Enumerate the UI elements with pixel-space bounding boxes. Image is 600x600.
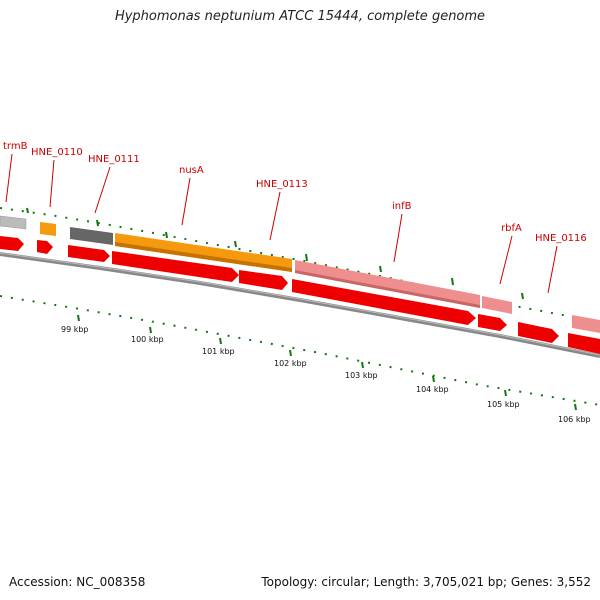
outer-major-tick (451, 277, 454, 286)
gene-leader-lines (5, 153, 558, 294)
inner-major-tick (432, 375, 435, 383)
kbp-label: 100 kbp (131, 335, 164, 344)
trmb-leader (5, 153, 13, 203)
gene-label-infb[interactable]: infB (392, 201, 412, 212)
rbfa-leader (499, 235, 513, 285)
accession-text: Accession: NC_008358 (9, 575, 146, 589)
hne-0116-feature[interactable] (572, 315, 600, 333)
hne-0110-feature[interactable] (40, 222, 56, 236)
kbp-label: 101 kbp (202, 347, 235, 356)
cds-arrow[interactable] (518, 322, 559, 343)
hne-0111-leader (94, 166, 111, 214)
inner-major-tick (574, 403, 577, 411)
gene-label-trmb[interactable]: trmB (3, 141, 28, 152)
inner-major-tick (219, 337, 222, 345)
inner-major-tick (504, 389, 507, 397)
cds-arrow[interactable] (292, 279, 476, 325)
infb-leader (393, 213, 403, 263)
outer-major-tick (26, 207, 29, 214)
gene-labels: trmB HNE_0110 HNE_0111 nusA HNE_0113 inf… (3, 141, 587, 244)
outer-major-tick (96, 219, 99, 227)
gene-label-nusa[interactable]: nusA (179, 165, 204, 176)
cds-arrow[interactable] (478, 314, 507, 331)
gene-label-hne-0111[interactable]: HNE_0111 (88, 154, 140, 165)
cds-arrow[interactable] (112, 251, 239, 282)
inner-minor-ticks (0, 295, 600, 406)
inner-major-tick (149, 326, 152, 334)
kbp-label: 99 kbp (61, 325, 89, 334)
inner-major-tick (289, 349, 292, 357)
cds-track (0, 236, 600, 354)
kbp-label: 103 kbp (345, 371, 378, 380)
genome-summary-text: Topology: circular; Length: 3,705,021 bp… (261, 575, 591, 589)
trmb-feature[interactable] (0, 215, 27, 230)
kbp-labels: 99 kbp 100 kbp 101 kbp 102 kbp 103 kbp 1… (61, 325, 591, 424)
nusa-leader (181, 177, 191, 226)
cds-arrow[interactable] (239, 270, 288, 290)
cds-arrow[interactable] (0, 236, 24, 251)
cds-arrow[interactable] (568, 333, 600, 354)
inner-major-tick (361, 361, 364, 369)
gene-label-hne-0116[interactable]: HNE_0116 (535, 233, 587, 244)
gene-label-hne-0110[interactable]: HNE_0110 (31, 147, 83, 158)
cds-arrow[interactable] (37, 240, 53, 254)
outer-scale-ticks (0, 207, 600, 323)
hne-0116-leader (547, 245, 558, 294)
outer-major-tick (521, 292, 524, 300)
rbfa-feature[interactable] (482, 296, 512, 314)
inner-major-tick (77, 314, 80, 322)
cds-arrow[interactable] (68, 245, 110, 262)
outer-major-tick (165, 231, 168, 239)
kbp-label: 106 kbp (558, 415, 591, 424)
kbp-label: 102 kbp (274, 359, 307, 368)
hne-0113-leader (269, 191, 281, 241)
gene-label-rbfa[interactable]: rbfA (501, 223, 522, 234)
outer-major-tick (234, 240, 237, 248)
hne-0110-leader (49, 159, 55, 208)
inner-scale-ticks (0, 295, 600, 411)
kbp-label: 105 kbp (487, 400, 520, 409)
genome-title: Hyphomonas neptunium ATCC 15444, complet… (114, 9, 486, 24)
feature-track (0, 215, 600, 333)
hne-0111-feature[interactable] (70, 227, 113, 245)
kbp-label: 104 kbp (416, 385, 449, 394)
outer-major-tick (305, 253, 308, 262)
gene-label-hne-0113[interactable]: HNE_0113 (256, 179, 308, 190)
outer-major-tick (379, 265, 382, 273)
genome-backbone (0, 252, 600, 358)
infb-feature[interactable] (295, 260, 480, 308)
